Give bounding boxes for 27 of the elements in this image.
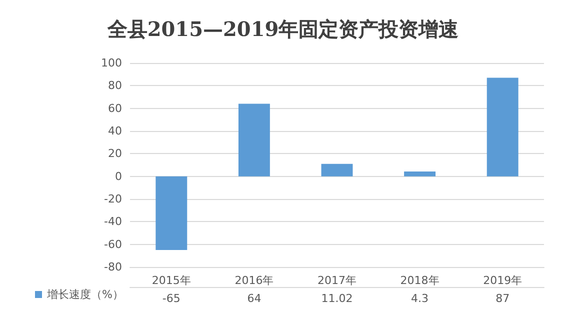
data-label: 87: [496, 292, 510, 305]
x-tick-label: 2016年: [234, 274, 274, 287]
x-tick-label: 2019年: [483, 274, 522, 287]
y-tick-label: 80: [108, 79, 122, 92]
bar: [321, 164, 353, 176]
data-label: 4.3: [411, 292, 429, 305]
y-tick-label: -20: [104, 192, 122, 206]
y-tick-label: 100: [101, 56, 122, 70]
bar: [404, 171, 436, 176]
data-label: -65: [162, 292, 180, 305]
bar: [486, 78, 518, 176]
x-tick-label: 2017年: [318, 274, 356, 287]
x-tick-label: 2018年: [400, 274, 440, 287]
y-tick-label: -80: [104, 260, 122, 274]
y-tick-label: 20: [108, 147, 122, 160]
legend-label: 增长速度（%）: [46, 288, 124, 301]
bar: [238, 104, 270, 176]
data-label: 64: [247, 292, 262, 305]
y-tick-label: 0: [115, 170, 122, 183]
x-tick-label: 2015年: [152, 274, 191, 287]
chart-title: 全县2015—2019年固定资产投资增速: [106, 17, 459, 41]
y-tick-label: -60: [104, 238, 122, 251]
y-tick-label: 40: [108, 124, 122, 138]
y-tick-label: -40: [104, 215, 122, 228]
y-tick-label: 60: [108, 102, 122, 115]
bar: [156, 176, 188, 250]
data-label: 11.02: [321, 292, 353, 305]
